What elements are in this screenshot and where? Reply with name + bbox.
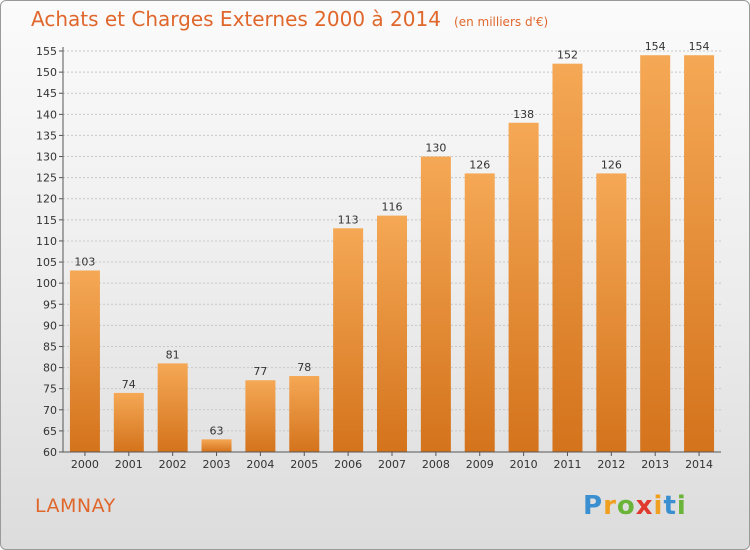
bar: [289, 376, 320, 452]
x-tick-label: 2002: [159, 458, 187, 471]
bar-value-label: 63: [210, 424, 224, 437]
bar: [420, 156, 451, 453]
bar: [596, 173, 627, 452]
bar-value-label: 130: [425, 142, 446, 155]
bar: [245, 380, 276, 452]
y-tick-label: 75: [43, 383, 57, 396]
proxiti-logo: Proxiti: [583, 491, 687, 521]
bar: [640, 55, 671, 452]
x-tick-label: 2007: [378, 458, 406, 471]
y-tick-label: 60: [43, 446, 57, 459]
bar-value-label: 81: [166, 348, 180, 361]
x-tick-label: 2006: [334, 458, 362, 471]
y-tick-label: 125: [36, 172, 57, 185]
y-tick-label: 150: [36, 66, 57, 79]
bar-value-label: 154: [645, 40, 666, 53]
bar: [333, 228, 364, 452]
y-tick-label: 145: [36, 87, 57, 100]
logo-letter: t: [663, 491, 677, 521]
bar-value-label: 126: [601, 158, 622, 171]
bar-value-label: 74: [122, 378, 136, 391]
x-tick-label: 2008: [422, 458, 450, 471]
bar: [69, 270, 100, 452]
logo-letter: r: [603, 491, 617, 521]
y-tick-label: 110: [36, 235, 57, 248]
x-tick-label: 2011: [553, 458, 581, 471]
logo-letter: x: [635, 491, 654, 521]
y-tick-label: 135: [36, 129, 57, 142]
x-tick-label: 2004: [246, 458, 274, 471]
y-tick-label: 70: [43, 404, 57, 417]
x-tick-label: 2005: [290, 458, 318, 471]
y-tick-label: 140: [36, 108, 57, 121]
commune-name: LAMNAY: [35, 495, 116, 517]
bar-value-label: 152: [557, 49, 578, 62]
y-tick-label: 155: [36, 45, 57, 58]
x-tick-label: 2012: [597, 458, 625, 471]
x-tick-label: 2001: [115, 458, 143, 471]
bar-value-label: 77: [253, 365, 267, 378]
bar-value-label: 113: [338, 213, 359, 226]
x-tick-label: 2009: [466, 458, 494, 471]
bar-value-label: 138: [513, 108, 534, 121]
bar-value-label: 103: [74, 255, 95, 268]
x-tick-label: 2003: [203, 458, 231, 471]
bar: [157, 363, 188, 452]
bar: [113, 392, 144, 452]
bar: [508, 122, 539, 452]
x-tick-label: 2010: [510, 458, 538, 471]
bar: [684, 55, 715, 452]
y-tick-label: 80: [43, 362, 57, 375]
x-tick-label: 2013: [641, 458, 669, 471]
logo-letter: o: [616, 491, 636, 521]
y-tick-label: 100: [36, 277, 57, 290]
logo-letter: i: [676, 491, 687, 521]
bar-value-label: 116: [382, 201, 403, 214]
bar-value-label: 78: [297, 361, 311, 374]
chart-title: Achats et Charges Externes 2000 à 2014 (…: [31, 7, 548, 31]
x-tick-label: 2000: [71, 458, 99, 471]
y-tick-label: 105: [36, 256, 57, 269]
bar: [552, 63, 583, 453]
y-tick-label: 130: [36, 151, 57, 164]
bar-value-label: 126: [469, 158, 490, 171]
bar-value-label: 154: [689, 40, 710, 53]
bar: [464, 173, 495, 452]
y-tick-label: 115: [36, 214, 57, 227]
y-tick-label: 65: [43, 425, 57, 438]
y-tick-label: 85: [43, 340, 57, 353]
x-tick-label: 2014: [685, 458, 713, 471]
y-tick-label: 95: [43, 298, 57, 311]
bar: [377, 215, 407, 452]
y-tick-label: 90: [43, 319, 57, 332]
chart-unit: (en milliers d'€): [454, 15, 549, 29]
chart-title-text: Achats et Charges Externes 2000 à 2014: [31, 7, 441, 31]
bar: [201, 439, 232, 452]
logo-letter: i: [653, 491, 664, 521]
y-tick-label: 120: [36, 193, 57, 206]
logo-letter: P: [583, 491, 604, 521]
